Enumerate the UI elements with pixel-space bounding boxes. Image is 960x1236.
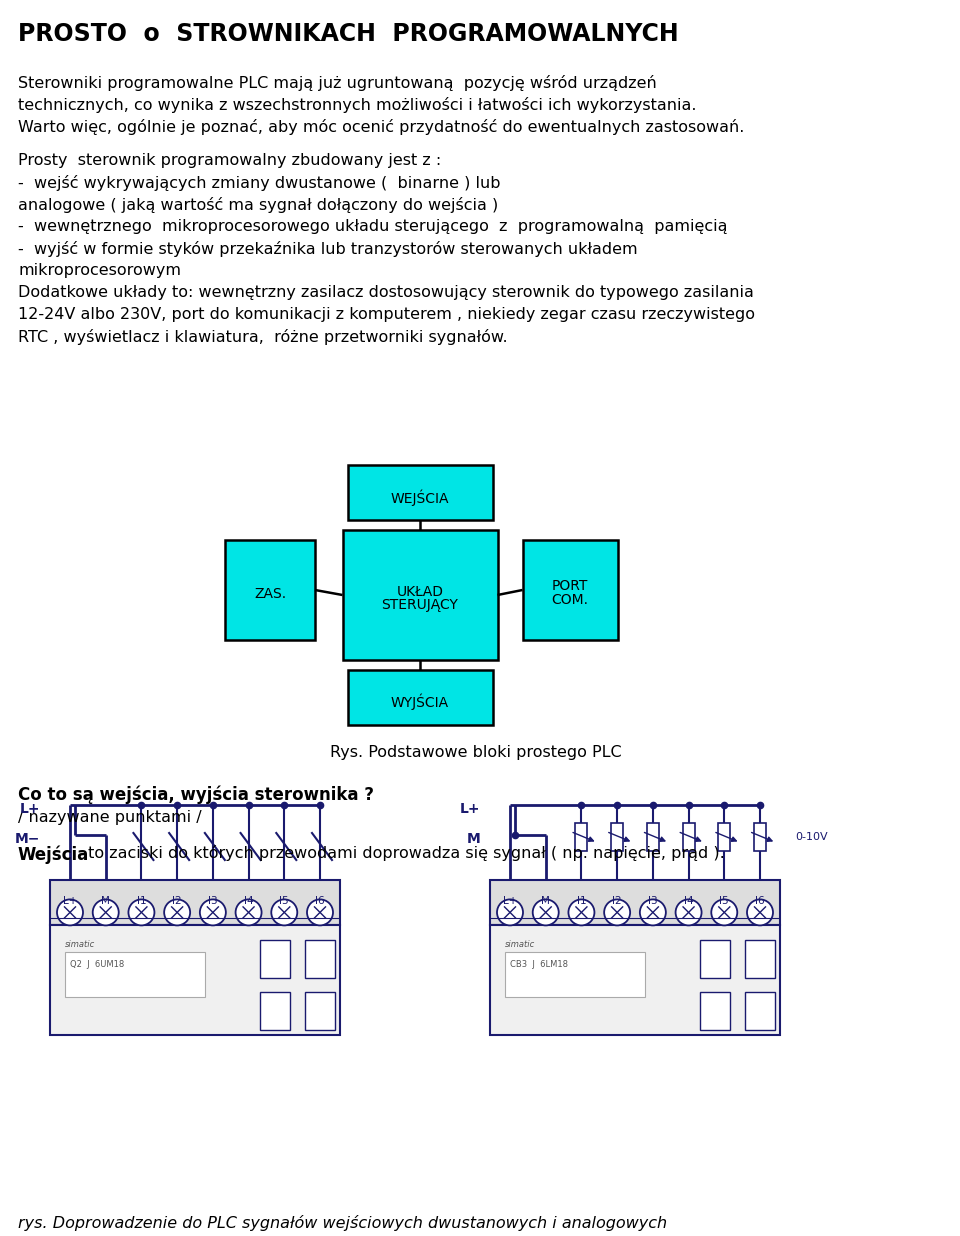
Text: UKŁAD: UKŁAD — [396, 585, 444, 598]
Text: I1: I1 — [577, 896, 587, 906]
Circle shape — [57, 900, 83, 926]
Bar — [745, 941, 775, 978]
Text: to zaciski do których przewodami doprowadza się sygnał ( np. napięcie, prąd ).: to zaciski do których przewodami doprowa… — [83, 845, 725, 861]
Bar — [700, 941, 730, 978]
Text: I6: I6 — [315, 896, 324, 906]
Text: 0-10V: 0-10V — [795, 832, 828, 842]
Text: simatic: simatic — [505, 941, 536, 949]
Text: WEJŚCIA: WEJŚCIA — [391, 489, 449, 506]
Text: 12-24V albo 230V, port do komunikacji z komputerem , niekiedy zegar czasu rzeczy: 12-24V albo 230V, port do komunikacji z … — [18, 307, 755, 323]
Text: -  wewnętrznego  mikroprocesorowego układu sterującego  z  programowalną  pamięc: - wewnętrznego mikroprocesorowego układu… — [18, 219, 728, 234]
Text: Q2  J  6UM18: Q2 J 6UM18 — [70, 960, 124, 969]
Circle shape — [200, 900, 226, 926]
Bar — [505, 952, 645, 997]
Text: I2: I2 — [612, 896, 622, 906]
Text: PORT: PORT — [552, 580, 588, 593]
Bar — [348, 465, 492, 520]
Bar — [305, 993, 335, 1030]
Circle shape — [676, 900, 702, 926]
Text: I6: I6 — [756, 896, 765, 906]
Text: I5: I5 — [279, 896, 289, 906]
Bar — [754, 823, 766, 852]
Bar — [490, 880, 780, 925]
Text: M: M — [467, 832, 480, 845]
Bar — [65, 952, 205, 997]
Text: PROSTO  o  STROWNIKACH  PROGRAMOWALNYCH: PROSTO o STROWNIKACH PROGRAMOWALNYCH — [18, 22, 679, 46]
Circle shape — [272, 900, 298, 926]
Text: Wejścia: Wejścia — [18, 845, 89, 864]
Bar — [305, 941, 335, 978]
Bar — [490, 925, 780, 1035]
Bar — [343, 530, 497, 660]
Text: / nazywane punktami /: / nazywane punktami / — [18, 810, 202, 824]
Bar — [647, 823, 659, 852]
Text: analogowe ( jaką wartość ma sygnał dołączony do wejścia ): analogowe ( jaką wartość ma sygnał dołąc… — [18, 197, 498, 213]
Bar — [50, 880, 340, 925]
Text: COM.: COM. — [551, 593, 588, 608]
Text: Dodatkowe układy to: wewnętrzny zasilacz dostosowujący sterownik do typowego zas: Dodatkowe układy to: wewnętrzny zasilacz… — [18, 286, 754, 300]
Bar — [718, 823, 731, 852]
Bar — [745, 993, 775, 1030]
Circle shape — [568, 900, 594, 926]
Text: technicznych, co wynika z wszechstronnych możliwości i łatwości ich wykorzystani: technicznych, co wynika z wszechstronnyc… — [18, 96, 697, 112]
Text: simatic: simatic — [65, 941, 95, 949]
Circle shape — [640, 900, 666, 926]
Text: Sterowniki programowalne PLC mają już ugruntowaną  pozycję wśród urządzeń: Sterowniki programowalne PLC mają już ug… — [18, 75, 657, 91]
Text: I3: I3 — [648, 896, 658, 906]
Circle shape — [747, 900, 773, 926]
Bar — [348, 670, 492, 726]
Text: M−: M− — [14, 832, 40, 845]
Text: RTC , wyświetlacz i klawiatura,  różne przetworniki sygnałów.: RTC , wyświetlacz i klawiatura, różne pr… — [18, 329, 508, 345]
Text: rys. Doprowadzenie do PLC sygnałów wejściowych dwustanowych i analogowych: rys. Doprowadzenie do PLC sygnałów wejśc… — [18, 1215, 667, 1231]
Text: M: M — [541, 896, 550, 906]
Circle shape — [235, 900, 261, 926]
Bar — [612, 823, 623, 852]
Circle shape — [129, 900, 155, 926]
Text: I1: I1 — [136, 896, 146, 906]
Text: STERUJĄCY: STERUJĄCY — [381, 598, 459, 613]
Text: mikroprocesorowym: mikroprocesorowym — [18, 263, 181, 278]
Circle shape — [497, 900, 523, 926]
Circle shape — [604, 900, 630, 926]
Text: M: M — [101, 896, 110, 906]
Text: I3: I3 — [208, 896, 218, 906]
Circle shape — [307, 900, 333, 926]
Circle shape — [533, 900, 559, 926]
Bar — [260, 993, 290, 1030]
Bar — [683, 823, 695, 852]
Text: ZAS.: ZAS. — [254, 587, 286, 601]
Circle shape — [93, 900, 119, 926]
Bar — [700, 993, 730, 1030]
Text: Co to są wejścia, wyjścia sterownika ?: Co to są wejścia, wyjścia sterownika ? — [18, 785, 374, 803]
Text: -  wyjść w formie styków przekaźnika lub tranzystorów sterowanych układem: - wyjść w formie styków przekaźnika lub … — [18, 241, 637, 257]
Circle shape — [711, 900, 737, 926]
Text: CB3  J  6LM18: CB3 J 6LM18 — [510, 960, 568, 969]
Text: I4: I4 — [684, 896, 693, 906]
Bar — [260, 941, 290, 978]
Text: L+: L+ — [503, 896, 517, 906]
Text: I2: I2 — [173, 896, 182, 906]
Text: Rys. Podstawowe bloki prostego PLC: Rys. Podstawowe bloki prostego PLC — [330, 745, 622, 760]
Text: WYJŚCIA: WYJŚCIA — [391, 693, 449, 711]
Bar — [50, 925, 340, 1035]
Bar — [522, 540, 617, 640]
Text: I4: I4 — [244, 896, 253, 906]
Circle shape — [164, 900, 190, 926]
Text: L+: L+ — [19, 802, 40, 816]
Bar — [225, 540, 315, 640]
Text: Prosty  sterownik programowalny zbudowany jest z :: Prosty sterownik programowalny zbudowany… — [18, 153, 442, 168]
Bar — [575, 823, 588, 852]
Text: Warto więc, ogólnie je poznać, aby móc ocenić przydatność do ewentualnych zastos: Warto więc, ogólnie je poznać, aby móc o… — [18, 119, 744, 135]
Text: I5: I5 — [719, 896, 729, 906]
Text: -  wejść wykrywających zmiany dwustanowe (  binarne ) lub: - wejść wykrywających zmiany dwustanowe … — [18, 176, 500, 192]
Text: L+: L+ — [62, 896, 77, 906]
Text: L+: L+ — [460, 802, 480, 816]
